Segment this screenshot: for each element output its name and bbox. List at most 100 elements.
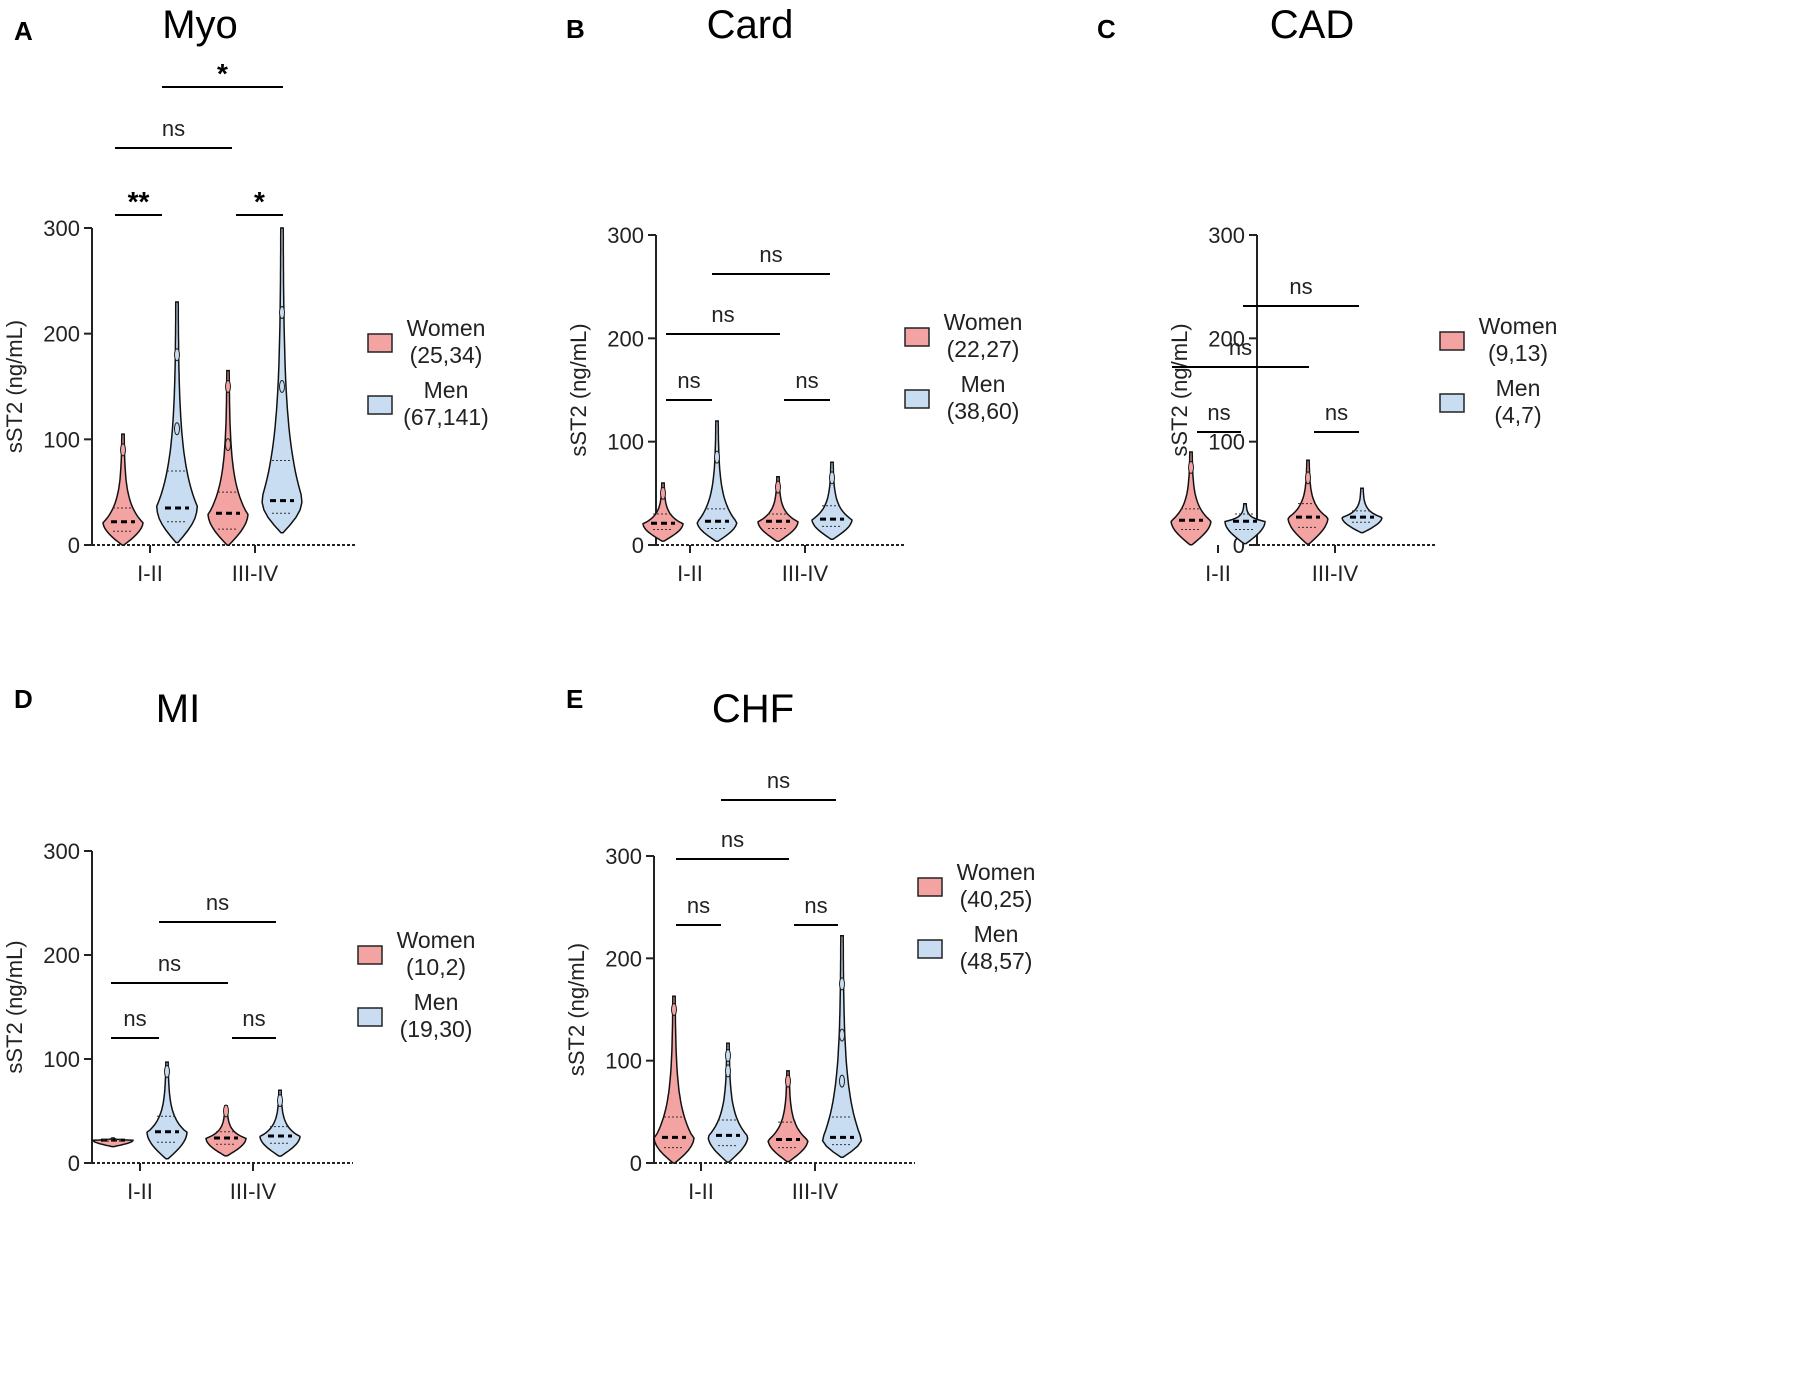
significance-label: ns [1207, 400, 1230, 425]
panel-label: C [1097, 14, 1116, 44]
violin-women [757, 476, 799, 543]
panel-label: A [14, 16, 33, 46]
significance-label: * [217, 58, 228, 89]
violin-men [146, 1061, 188, 1160]
outlier-point [225, 438, 231, 452]
outlier-point [660, 486, 666, 500]
outlier-point [279, 306, 285, 320]
x-tick-label: III-IV [792, 1179, 839, 1204]
y-tick-label: 300 [1208, 223, 1245, 248]
legend-counts: (48,57) [960, 948, 1033, 974]
y-axis-label: sST2 (ng/mL) [566, 323, 591, 456]
y-tick-label: 100 [1208, 430, 1245, 455]
panel-label: E [566, 684, 583, 714]
outlier-point [725, 1064, 731, 1078]
outlier-point [174, 348, 180, 362]
chart-title: CHF [712, 687, 794, 731]
outlier-point [1188, 461, 1194, 474]
x-tick-label: I-II [677, 561, 703, 586]
legend-label: Women [397, 927, 476, 953]
legend-swatch-women [917, 877, 943, 897]
significance-label: * [254, 186, 265, 217]
significance-label: ns [687, 893, 710, 918]
y-tick-label: 300 [605, 844, 642, 869]
y-tick-label: 0 [632, 533, 644, 558]
significance-label: ns [123, 1006, 146, 1031]
y-tick-label: 300 [43, 216, 80, 241]
y-tick-label: 300 [607, 223, 644, 248]
legend-label: Men [961, 371, 1006, 397]
legend-label: Men [424, 377, 469, 403]
legend-swatch-men [904, 389, 930, 409]
chart-b: B Card 0 100 200 300 sST2 (ng/mL) I-II III-IV ns n… [566, 3, 1022, 586]
y-tick-label: 0 [68, 1151, 80, 1176]
violin-men [259, 1089, 301, 1157]
legend-counts: (19,30) [400, 1016, 473, 1042]
x-tick-label: III-IV [782, 561, 829, 586]
panel-label: B [566, 14, 585, 44]
violin-women [653, 995, 695, 1164]
outlier-point [839, 977, 845, 991]
outlier-point [223, 1104, 229, 1118]
x-tick-label: I-II [137, 561, 163, 586]
significance-label: ns [677, 368, 700, 393]
y-axis-label: sST2 (ng/mL) [2, 940, 27, 1073]
outlier-point [671, 1003, 677, 1016]
y-tick-label: 200 [43, 943, 80, 968]
violin-men [707, 1042, 749, 1163]
legend-swatch-men [917, 939, 943, 959]
outlier-point [164, 1064, 170, 1078]
legend-counts: (38,60) [947, 398, 1020, 424]
significance-label: ns [767, 768, 790, 793]
x-tick-label: III-IV [232, 561, 279, 586]
legend-counts: (22,27) [947, 336, 1020, 362]
legend-counts: (67,141) [403, 404, 489, 430]
significance-label: ns [242, 1006, 265, 1031]
legend-swatch-women [357, 945, 383, 965]
x-tick-label: I-II [1205, 561, 1231, 586]
outlier-point [279, 380, 285, 393]
legend-counts: (25,34) [410, 342, 483, 368]
significance-label: ns [162, 116, 185, 141]
violin-men [821, 935, 863, 1159]
chart-title: MI [156, 687, 200, 731]
chart-title: Myo [162, 3, 238, 47]
outlier-point [829, 471, 835, 485]
x-tick-label: III-IV [230, 1179, 277, 1204]
panel-b: B Card 0 100 200 300 sST2 (ng/mL) I-II III-IV ns n… [566, 0, 1200, 620]
panel-e: E CHF 0 100 200 300 sST2 (ng/mL) I-II III-IV ns ns… [564, 684, 1200, 1310]
panel-label: D [14, 684, 33, 714]
outlier-point [277, 1094, 283, 1108]
legend-label: Women [957, 859, 1036, 885]
legend-swatch-women [1439, 331, 1465, 351]
y-tick-label: 300 [43, 839, 80, 864]
outlier-point [1305, 471, 1311, 485]
legend-swatch-women [904, 327, 930, 347]
significance-label: ns [206, 890, 229, 915]
panel-c: C CAD 0 100 200 300 sST2 (ng/mL) I-II III-IV ns ns… [1097, 0, 1800, 620]
significance-label: ns [711, 302, 734, 327]
y-tick-label: 100 [43, 427, 80, 452]
legend-label: Women [1479, 313, 1558, 339]
significance-label: ns [1325, 400, 1348, 425]
legend-swatch-women [367, 333, 393, 353]
legend-label: Men [414, 989, 459, 1015]
outlier-point [839, 1074, 845, 1088]
y-tick-label: 200 [43, 322, 80, 347]
significance-label: ns [1229, 335, 1252, 360]
legend-label: Men [1496, 375, 1541, 401]
significance-label: ns [795, 368, 818, 393]
outlier-point [839, 1028, 845, 1042]
legend-counts: (40,25) [960, 886, 1033, 912]
significance-label: ns [804, 893, 827, 918]
chart-title: Card [707, 3, 794, 47]
legend-label: Women [407, 315, 486, 341]
chart-d: D MI 0 100 200 300 sST2 (ng/mL) I-II III-IV ns ns n… [2, 684, 476, 1204]
y-tick-label: 200 [607, 326, 644, 351]
violin-women [1287, 459, 1329, 545]
significance-label: ns [158, 951, 181, 976]
y-tick-label: 200 [605, 946, 642, 971]
panel-a: A Myo 0 100 200 300 sST2 (ng/mL) I-II III-IV ** * n… [0, 0, 600, 620]
violin-women [102, 433, 144, 546]
